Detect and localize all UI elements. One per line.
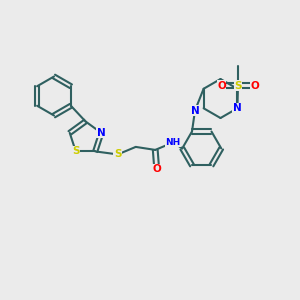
Text: S: S (72, 146, 80, 156)
Text: N: N (233, 103, 242, 113)
Text: O: O (152, 164, 161, 174)
Text: S: S (234, 81, 242, 91)
Text: O: O (250, 81, 259, 91)
Text: O: O (217, 81, 226, 91)
Text: N: N (97, 128, 106, 138)
Text: N: N (190, 106, 200, 116)
Text: NH: NH (166, 138, 181, 147)
Text: S: S (114, 149, 122, 159)
